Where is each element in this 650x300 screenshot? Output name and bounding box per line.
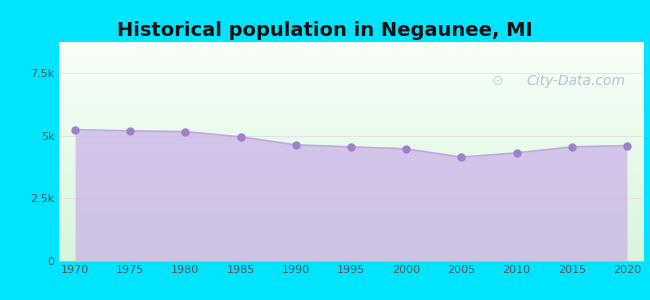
Point [125,128,135,133]
Point [346,145,356,149]
Point [291,142,301,147]
Point [180,129,190,134]
Point [456,155,467,160]
Text: ⊙: ⊙ [491,74,503,88]
Point [70,127,80,132]
Point [235,134,246,139]
Point [512,151,522,155]
Point [567,145,577,149]
Text: City-Data.com: City-Data.com [526,74,625,88]
Text: Historical population in Negaunee, MI: Historical population in Negaunee, MI [117,21,533,40]
Point [622,143,632,148]
Point [401,146,411,151]
